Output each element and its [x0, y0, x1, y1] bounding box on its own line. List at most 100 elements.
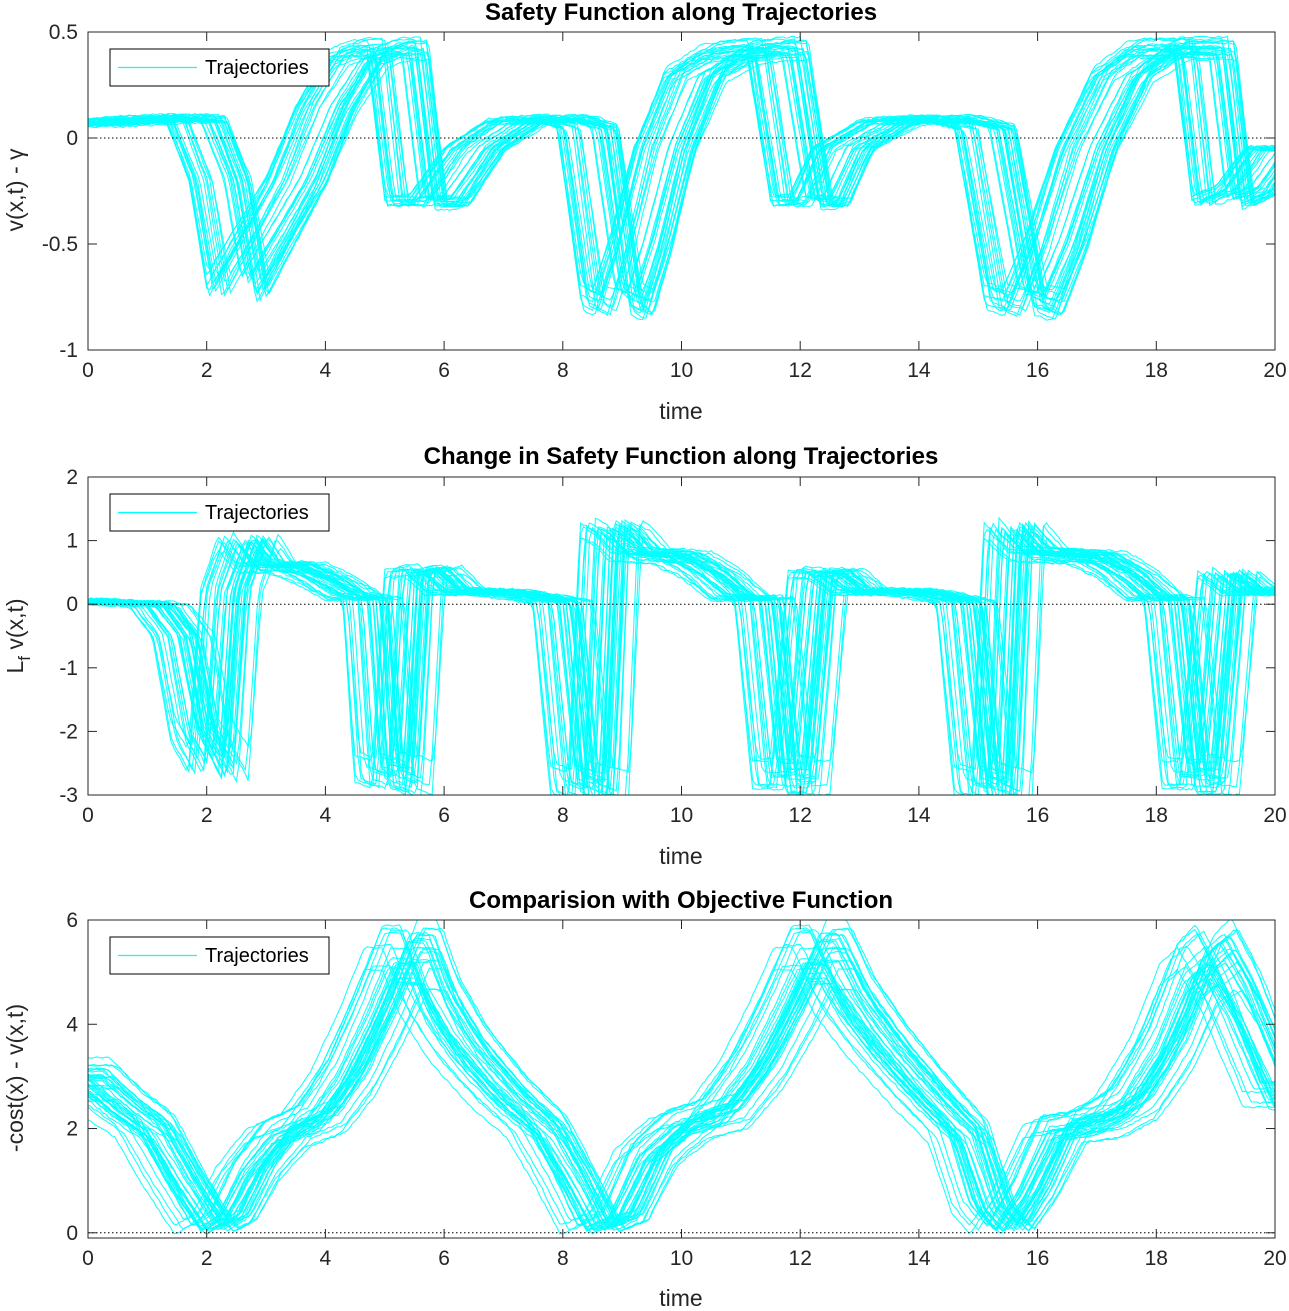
y-tick-label: 2: [66, 466, 78, 489]
y-tick-label: 4: [66, 1013, 78, 1036]
y-tick-label: -1: [59, 657, 78, 680]
x-tick-label: 0: [82, 359, 94, 382]
x-tick-label: 6: [438, 804, 450, 827]
x-tick-label: 4: [320, 1247, 332, 1270]
trajectory-line: [88, 960, 1275, 1231]
y-tick-label: 0: [66, 127, 78, 150]
legend: Trajectories: [109, 936, 330, 975]
chart-title: Comparision with Objective Function: [469, 887, 893, 914]
x-axis-label: time: [659, 1285, 702, 1311]
y-tick-label: 1: [66, 530, 78, 553]
legend: Trajectories: [109, 493, 330, 532]
x-tick-label: 20: [1263, 359, 1286, 382]
trajectory-line: [88, 962, 1275, 1235]
trajectory-line: [88, 961, 1275, 1230]
trajectory-line: [88, 987, 1275, 1232]
trajectory-line: [88, 53, 1275, 295]
trajectory-line: [88, 929, 1275, 1230]
trajectory-line: [88, 940, 1275, 1231]
x-tick-label: 20: [1263, 1247, 1286, 1270]
x-tick-label: 16: [1026, 804, 1049, 827]
trajectory-line: [88, 923, 1275, 1228]
trajectory-line: [88, 45, 1275, 301]
x-tick-label: 18: [1145, 1247, 1168, 1270]
legend: Trajectories: [109, 48, 330, 87]
x-tick-label: 14: [907, 1247, 931, 1270]
trajectory-line: [88, 959, 1275, 1233]
legend-label: Trajectories: [205, 945, 309, 967]
trajectory-line: [88, 966, 1275, 1228]
trajectory-line: [88, 933, 1275, 1227]
trajectory-line: [88, 44, 1275, 312]
x-tick-label: 10: [670, 804, 693, 827]
trajectory-line: [88, 521, 1275, 795]
plot-area: [88, 35, 1275, 321]
x-axis-label: time: [659, 398, 702, 424]
trajectory-line: [88, 946, 1275, 1232]
trajectory-line: [88, 58, 1275, 291]
trajectory-line: [88, 988, 1275, 1230]
trajectory-line: [88, 49, 1275, 294]
x-tick-label: 0: [82, 804, 94, 827]
x-tick-label: 2: [201, 804, 213, 827]
y-tick-label: -0.5: [42, 233, 78, 256]
x-tick-label: 20: [1263, 804, 1286, 827]
trajectory-line: [88, 537, 1275, 773]
trajectory-line: [88, 927, 1275, 1225]
x-tick-label: 12: [789, 804, 812, 827]
panel-safety-function: Safety Function along Trajectories time …: [2, 0, 1287, 424]
trajectory-line: [88, 44, 1275, 312]
trajectory-line: [88, 946, 1275, 1232]
x-tick-label: 2: [201, 359, 213, 382]
trajectory-line: [88, 943, 1275, 1221]
y-tick-label: -1: [59, 339, 78, 362]
plot-area: [88, 516, 1275, 795]
trajectory-line: [88, 525, 1275, 795]
trajectory-line: [88, 520, 1275, 795]
y-axis-label: Lf v(x,t): [2, 598, 34, 673]
panel-objective-comparison: Comparision with Objective Function time…: [2, 887, 1287, 1311]
x-tick-label: 18: [1145, 804, 1168, 827]
trajectory-line: [88, 39, 1275, 314]
x-tick-label: 2: [201, 1247, 213, 1270]
x-tick-label: 8: [557, 804, 569, 827]
y-tick-label: -2: [59, 720, 78, 743]
trajectory-line: [88, 46, 1275, 305]
y-tick-label: 6: [66, 909, 78, 932]
x-tick-label: 6: [438, 359, 450, 382]
x-tick-label: 8: [557, 1247, 569, 1270]
x-tick-label: 14: [907, 804, 931, 827]
trajectory-line: [88, 519, 1275, 795]
trajectory-line: [88, 960, 1275, 1226]
y-tick-label: 2: [66, 1118, 78, 1141]
trajectory-line: [88, 56, 1275, 294]
y-tick-label: 0: [66, 1222, 78, 1245]
x-tick-label: 16: [1026, 359, 1049, 382]
x-tick-label: 10: [670, 359, 693, 382]
trajectory-line: [88, 931, 1275, 1228]
x-tick-label: 0: [82, 1247, 94, 1270]
trajectory-line: [88, 937, 1275, 1226]
trajectory-line: [88, 46, 1275, 314]
legend-label: Trajectories: [205, 57, 309, 79]
x-tick-label: 14: [907, 359, 931, 382]
trajectory-line: [88, 52, 1275, 303]
plot-area: [88, 920, 1275, 1235]
trajectory-line: [88, 947, 1275, 1227]
trajectory-line: [88, 54, 1275, 296]
chart-title: Safety Function along Trajectories: [485, 0, 877, 26]
panel-change-in-safety-function: Change in Safety Function along Trajecto…: [2, 443, 1287, 869]
trajectory-line: [88, 39, 1275, 316]
x-tick-label: 4: [320, 804, 332, 827]
trajectory-line: [88, 946, 1275, 1226]
x-tick-label: 18: [1145, 359, 1168, 382]
trajectory-line: [88, 47, 1275, 312]
chart-title: Change in Safety Function along Trajecto…: [424, 443, 939, 470]
x-tick-label: 6: [438, 1247, 450, 1270]
trajectory-line: [88, 982, 1275, 1224]
trajectory-line: [88, 537, 1275, 770]
x-tick-label: 16: [1026, 1247, 1049, 1270]
trajectory-line: [88, 939, 1275, 1232]
y-axis-label: v(x,t) - γ: [2, 148, 28, 232]
